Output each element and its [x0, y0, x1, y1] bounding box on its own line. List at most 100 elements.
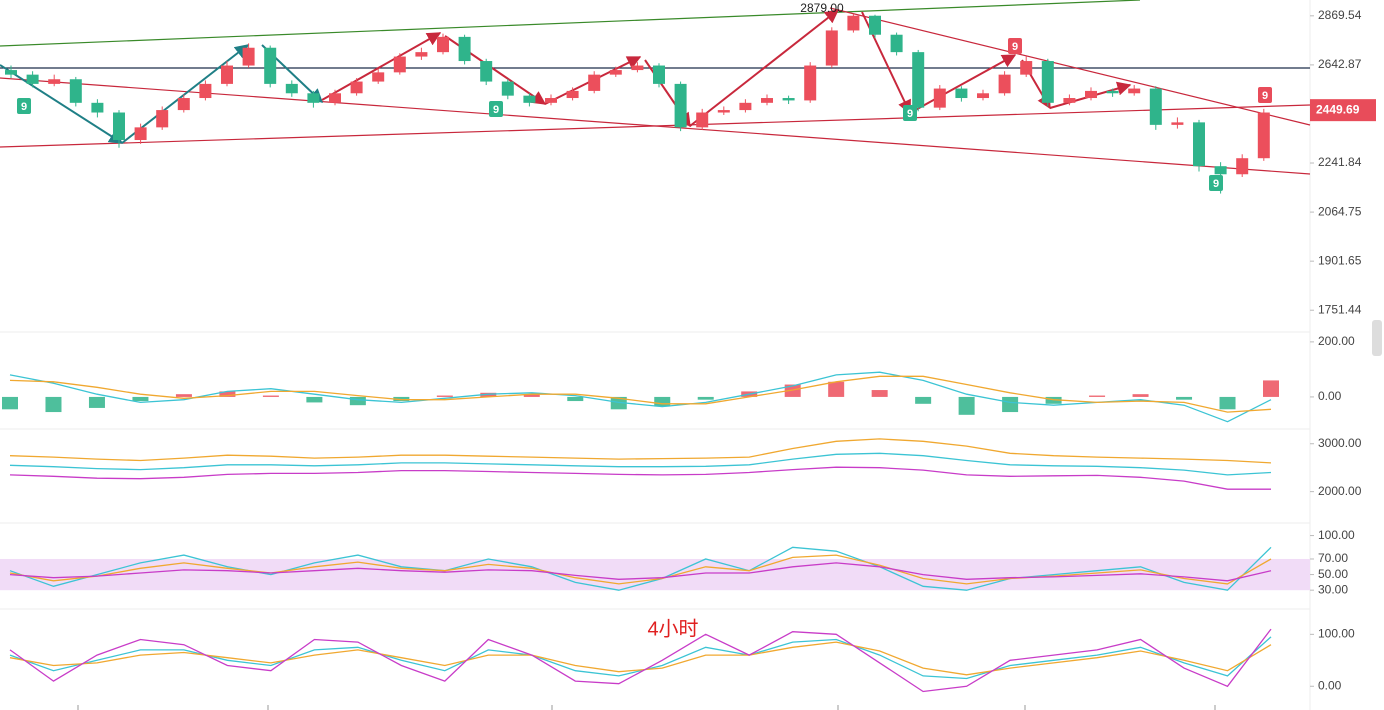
candle-body — [285, 83, 298, 94]
y-tick-label: 3000.00 — [1318, 436, 1362, 450]
candle-body — [890, 34, 903, 53]
candle-body — [156, 110, 169, 128]
candle-body — [1193, 122, 1205, 167]
candle-body — [1063, 98, 1076, 103]
macd-bar — [45, 396, 62, 413]
indicator-line — [9, 641, 1272, 676]
candle-body — [977, 93, 989, 99]
macd-bar — [349, 396, 366, 406]
candle-body — [717, 110, 730, 113]
candle-body — [1041, 61, 1054, 103]
candle-body — [523, 95, 536, 103]
candle-body — [91, 102, 104, 113]
high-label: 2879.00 — [800, 1, 844, 15]
scroll-handle[interactable] — [1372, 320, 1382, 356]
macd-bar — [828, 381, 845, 397]
td-marker-label: 9 — [907, 108, 913, 120]
y-tick-label: 200.00 — [1318, 334, 1355, 348]
candle-body — [1085, 90, 1097, 99]
macd-bar — [2, 396, 18, 410]
td-marker-label: 9 — [1012, 41, 1018, 53]
candle-body — [177, 98, 190, 111]
candle-body — [545, 98, 557, 103]
td-marker — [17, 98, 31, 114]
macd-bar — [88, 396, 105, 408]
y-tick-label: 0.00 — [1318, 389, 1342, 403]
y-tick-label: 70.00 — [1318, 551, 1348, 565]
candle-body — [1236, 158, 1249, 175]
candle-body — [26, 74, 39, 84]
macd-bar — [523, 394, 540, 397]
macd-bar — [480, 392, 497, 397]
x-ticks — [77, 705, 1216, 710]
td-marker — [1008, 38, 1022, 54]
macd-bar — [1045, 396, 1062, 404]
candle-body — [955, 88, 968, 99]
last-price-label: 2449.69 — [1316, 102, 1360, 116]
macd-bar — [1263, 380, 1279, 397]
indicator-line — [9, 562, 1272, 582]
y-tick-label: 2064.75 — [1318, 204, 1362, 218]
candle-body — [825, 30, 838, 66]
candle-body — [1171, 122, 1184, 125]
candle-body — [415, 52, 428, 57]
candle-body — [761, 98, 773, 103]
candle-body — [113, 112, 125, 141]
candle-body — [674, 83, 687, 128]
candle-body — [1257, 112, 1270, 159]
macd-bar — [610, 396, 627, 410]
candle-body — [69, 79, 82, 103]
indicator-line — [9, 636, 1272, 680]
td-marker — [1258, 87, 1272, 103]
y-tick-label: 2000.00 — [1318, 484, 1362, 498]
macd-bar — [1002, 396, 1019, 413]
candle-body — [912, 52, 925, 108]
candle-body — [804, 65, 817, 101]
indicator-line — [9, 628, 1272, 693]
candle-body — [653, 65, 665, 84]
indicator-line — [9, 554, 1272, 585]
y-tick-label: 2642.87 — [1318, 57, 1362, 71]
timeframe-label: 4小时 — [647, 617, 698, 640]
macd-bar — [697, 396, 714, 400]
candle-body — [437, 36, 449, 53]
macd-bar — [871, 390, 888, 397]
macd-bar — [262, 395, 279, 397]
candle-body — [480, 61, 493, 82]
candle-body — [242, 47, 255, 66]
indicator-line — [9, 546, 1272, 591]
trend-lines — [0, 0, 1311, 175]
candle-body — [221, 65, 233, 84]
candle-body — [631, 65, 644, 71]
td-marker — [489, 101, 503, 117]
candle-body — [847, 15, 860, 31]
candle-body — [869, 15, 881, 35]
td-marker-label: 9 — [1262, 90, 1268, 102]
macd-bar — [1176, 396, 1193, 400]
candle-body — [1214, 166, 1227, 175]
candle-body — [458, 36, 471, 62]
td-marker-label: 9 — [1213, 178, 1219, 190]
td-marker — [1209, 175, 1223, 191]
y-tick-label: 1751.44 — [1318, 302, 1362, 316]
macd-bar — [175, 394, 192, 397]
indicator-line — [9, 452, 1272, 476]
candle-body — [566, 90, 579, 99]
candle-body — [998, 74, 1011, 94]
candle-body — [1106, 90, 1119, 94]
last-price-box — [1310, 99, 1376, 122]
macd-bar — [1219, 396, 1236, 410]
y-tick-label: 1901.65 — [1318, 253, 1362, 267]
indicator-line — [9, 466, 1271, 490]
macd-bar — [1089, 395, 1106, 397]
macd-bar — [132, 396, 149, 402]
candle-body — [372, 72, 385, 82]
candle-body — [1020, 61, 1033, 75]
y-tick-label: 2869.54 — [1318, 8, 1362, 22]
candle-body — [1149, 88, 1162, 125]
candle-body — [264, 47, 277, 84]
td-marker — [903, 105, 917, 121]
pane-separators — [0, 0, 1311, 710]
candle-body — [609, 70, 622, 75]
candle-body — [501, 81, 514, 96]
